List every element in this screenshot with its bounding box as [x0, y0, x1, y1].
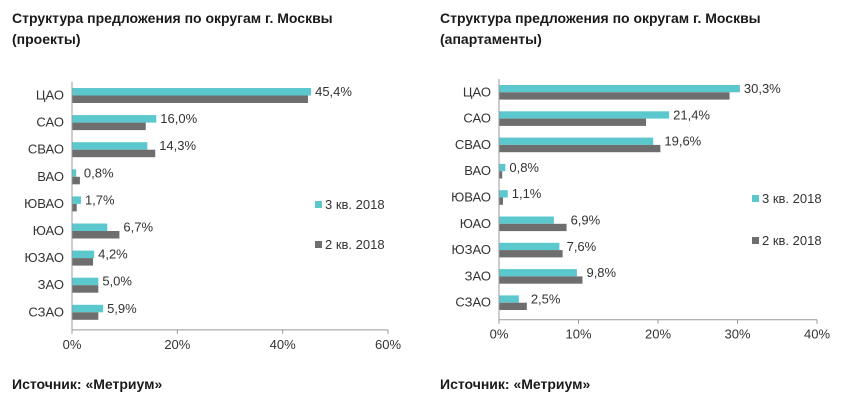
- chart-2-x-tick-label: 20%: [645, 327, 671, 342]
- chart-2-bar-series-2: [499, 171, 503, 179]
- chart-2-data-label: 1,1%: [512, 186, 542, 201]
- chart-2-bar-series-1: [499, 190, 508, 198]
- chart-1-bar-series-1: [72, 277, 99, 286]
- chart-2-bar-series-1: [499, 137, 654, 145]
- chart-2-bar-series-1: [499, 269, 577, 277]
- chart-1-x-tick-label: 20%: [164, 337, 190, 352]
- chart-1-bar-series-2: [72, 231, 120, 239]
- chart-2-category-label: ЗАО: [465, 268, 491, 283]
- chart-2-category-label: ЮАО: [460, 216, 491, 231]
- chart-1-legend-label-2: 2 кв. 2018: [325, 237, 385, 252]
- chart-2-bar-series-1: [499, 85, 740, 93]
- chart-2-legend-swatch-2: [752, 237, 759, 244]
- chart-2-title-block: Структура предложения по округам г. Моск…: [440, 8, 761, 50]
- chart-2-subtitle: (апартаменты): [440, 31, 542, 47]
- chart-2-bar-series-2: [499, 197, 503, 205]
- chart-2-legend-swatch-1: [752, 195, 759, 202]
- chart-1-data-label: 45,4%: [315, 84, 352, 99]
- chart-1-bar-series-2: [72, 312, 99, 320]
- chart-2-category-label: СВАО: [455, 137, 491, 152]
- chart-2-bar-series-1: [499, 163, 506, 172]
- chart-1-category-label: ЦАО: [36, 88, 64, 103]
- chart-2-data-label: 0,8%: [509, 160, 539, 175]
- chart-2-data-label: 30,3%: [744, 81, 781, 96]
- chart-1-bar-series-1: [72, 88, 312, 96]
- chart-2-x-tick-label: 0%: [490, 327, 509, 342]
- chart-2-legend-label-2: 2 кв. 2018: [762, 233, 822, 248]
- chart-2-category-label: ЮВАО: [451, 190, 491, 205]
- chart-1-bar-series-1: [72, 250, 95, 259]
- chart-2-bar-series-2: [499, 92, 730, 100]
- chart-1-data-label: 5,0%: [102, 274, 132, 289]
- chart-2-bar-series-1: [499, 216, 554, 224]
- chart-1-data-label: 4,2%: [98, 247, 128, 262]
- chart-2-x-tick-label: 30%: [724, 327, 750, 342]
- chart-2-bar-series-1: [499, 111, 670, 119]
- chart-2-bar-series-2: [499, 118, 647, 126]
- chart-1-bar-series-1: [72, 142, 148, 150]
- chart-1-data-label: 16,0%: [160, 111, 197, 126]
- chart-1-x-tick-label: 0%: [63, 337, 82, 352]
- chart-2-data-label: 9,8%: [586, 265, 616, 280]
- chart-2-category-label: ВАО: [464, 163, 491, 178]
- chart-2-bar-series-2: [499, 302, 527, 310]
- chart-1-category-label: САО: [36, 115, 64, 130]
- chart-1-category-label: ЮЗАО: [25, 250, 64, 265]
- chart-2-bar-series-2: [499, 223, 567, 232]
- chart-2-data-label: 19,6%: [664, 134, 701, 149]
- chart-1-legend-swatch-2: [315, 241, 322, 248]
- chart-2-source: Источник: «Метриум»: [440, 376, 591, 392]
- chart-1-bar-series-2: [72, 176, 80, 185]
- chart-1-data-label: 6,7%: [123, 220, 153, 235]
- chart-1-bar-series-2: [72, 149, 156, 158]
- chart-1-bar-series-2: [72, 95, 308, 103]
- chart-1-bar-series-1: [72, 115, 157, 123]
- chart-1-bar-series-1: [72, 169, 77, 177]
- chart-2-bar-series-2: [499, 276, 583, 284]
- chart-1-bar-series-1: [72, 223, 108, 231]
- chart-2-data-label: 21,4%: [673, 107, 710, 122]
- chart-2-category-label: СЗАО: [455, 295, 491, 310]
- chart-2-category-label: САО: [463, 111, 491, 126]
- chart-1-bar-series-1: [72, 196, 81, 204]
- chart-1-data-label: 14,3%: [159, 138, 196, 153]
- chart-1-title: Структура предложения по округам г. Моск…: [12, 10, 333, 26]
- chart-2-category-label: ЮЗАО: [452, 242, 491, 257]
- chart-2-title: Структура предложения по округам г. Моск…: [440, 10, 761, 26]
- chart-1-data-label: 1,7%: [85, 192, 115, 207]
- chart-1-source: Источник: «Метриум»: [12, 376, 163, 392]
- chart-2-category-label: ЦАО: [463, 84, 491, 99]
- chart-1-bar-series-2: [72, 122, 146, 131]
- chart-1-title-block: Структура предложения по округам г. Моск…: [12, 8, 333, 50]
- chart-2-data-label: 2,5%: [531, 291, 561, 306]
- chart-1-x-tick-label: 40%: [270, 337, 296, 352]
- chart-1-data-label: 5,9%: [107, 301, 137, 316]
- chart-1-data-label: 0,8%: [84, 165, 114, 180]
- chart-1-category-label: СВАО: [28, 142, 64, 157]
- chart-1-legend-swatch-1: [315, 201, 322, 208]
- chart-2-bar-series-1: [499, 295, 519, 303]
- chart-1-category-label: ЗАО: [38, 277, 64, 292]
- chart-1-legend-label-1: 3 кв. 2018: [325, 197, 385, 212]
- chart-1-category-label: ЮВАО: [24, 196, 64, 211]
- chart-1-subtitle: (проекты): [12, 31, 81, 47]
- chart-2-x-tick-label: 10%: [565, 327, 591, 342]
- chart-1-x-tick-label: 60%: [375, 337, 401, 352]
- chart-2-data-label: 7,6%: [567, 239, 597, 254]
- chart-2-x-tick-label: 40%: [804, 327, 830, 342]
- chart-2-bar-series-1: [499, 242, 560, 251]
- chart-2-legend-label-1: 3 кв. 2018: [762, 191, 822, 206]
- chart-2-data-label: 6,9%: [571, 213, 601, 228]
- chart-2-plot: ЦАО 30,3% САО 21,4% СВАО 19,6% ВАО 0,8% ЮВАО 1,1%…: [451, 79, 830, 342]
- chart-1-category-label: СЗАО: [28, 304, 64, 319]
- chart-2-bar-series-2: [499, 250, 563, 258]
- chart-1-bar-series-1: [72, 304, 104, 313]
- chart-1-bar-series-2: [72, 203, 77, 212]
- chart-1-plot: ЦАО 45,4% САО 16,0% СВАО 14,3% ВАО 0,8% ЮВАО 1,7%…: [24, 82, 401, 352]
- chart-1-bar-series-2: [72, 258, 94, 266]
- chart-2-bar-series-2: [499, 144, 661, 153]
- chart-1-category-label: ВАО: [37, 169, 64, 184]
- chart-1-bar-series-2: [72, 285, 99, 293]
- chart-1-category-label: ЮАО: [33, 223, 64, 238]
